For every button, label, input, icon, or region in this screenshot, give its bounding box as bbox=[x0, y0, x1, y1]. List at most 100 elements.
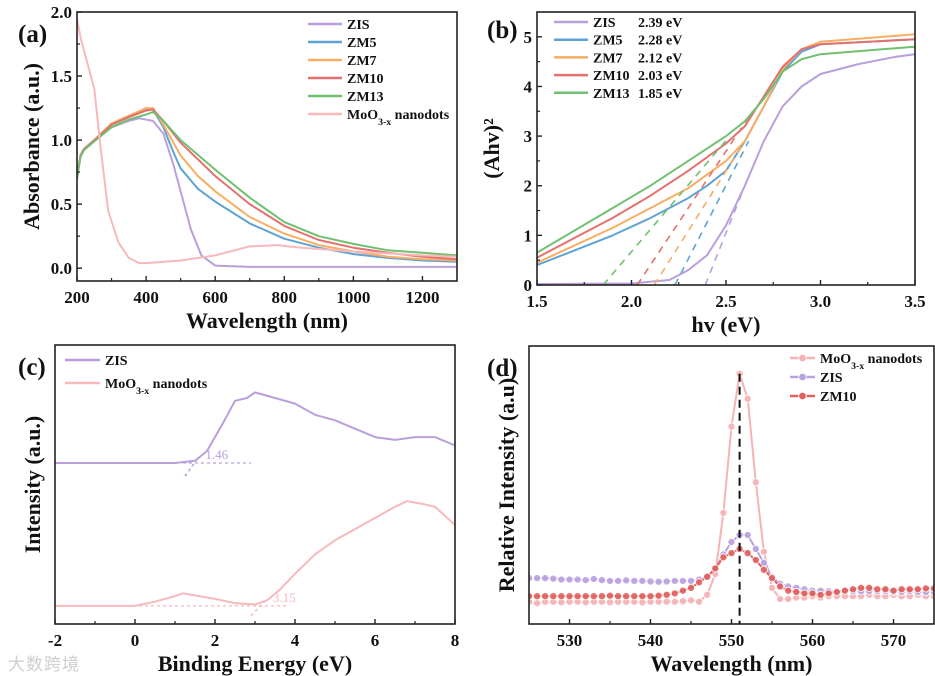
data-point bbox=[905, 585, 914, 594]
data-point bbox=[614, 592, 623, 601]
y-tick-label: 0.5 bbox=[51, 195, 72, 214]
plot-area bbox=[529, 369, 934, 624]
data-point bbox=[849, 585, 858, 594]
data-point bbox=[549, 592, 558, 601]
y-tick-label: 2.0 bbox=[51, 3, 72, 22]
x-tick-label: 1200 bbox=[405, 288, 439, 307]
tangent-line bbox=[636, 110, 754, 285]
y-tick-label: 3 bbox=[524, 127, 533, 146]
data-point bbox=[597, 592, 606, 601]
data-point bbox=[768, 583, 777, 592]
data-point bbox=[719, 508, 728, 517]
data-point bbox=[670, 597, 679, 606]
tangent-line bbox=[250, 598, 268, 617]
data-point bbox=[776, 582, 785, 591]
data-point bbox=[573, 575, 582, 584]
legend-label: ZIS bbox=[820, 371, 843, 386]
data-point bbox=[727, 537, 736, 546]
x-tick-label: 1.5 bbox=[526, 292, 547, 311]
x-tick-label: 3.5 bbox=[904, 292, 925, 311]
label-part: MoO bbox=[347, 108, 378, 123]
data-point bbox=[857, 583, 866, 592]
data-point bbox=[743, 549, 752, 558]
y-tick-label: 0 bbox=[524, 276, 533, 295]
series-line-0 bbox=[537, 53, 915, 285]
legend-marker bbox=[798, 372, 807, 382]
data-point bbox=[759, 565, 768, 574]
data-point bbox=[654, 577, 663, 586]
data-point bbox=[606, 598, 615, 607]
x-tick-label: 550 bbox=[719, 631, 745, 650]
x-tick-label: -2 bbox=[48, 631, 62, 650]
y-axis-title: Intensity (a.u.) bbox=[20, 416, 45, 554]
legend-label: ZM10 bbox=[820, 390, 857, 405]
label-part: MoO bbox=[105, 377, 136, 392]
data-point bbox=[622, 576, 631, 585]
chart-panel-c: 1.46 3.15 -2 0 2 4 6 8 Binding Energy (eV) Intens… bbox=[18, 344, 459, 676]
legend-bandgap: 2.28 eV bbox=[638, 34, 682, 49]
data-point bbox=[678, 586, 687, 595]
x-tick-label: 200 bbox=[64, 288, 90, 307]
y-tick-label: 4 bbox=[524, 77, 533, 96]
series-line-4 bbox=[537, 45, 915, 254]
data-point bbox=[913, 585, 922, 594]
x-tick-label: 600 bbox=[202, 288, 228, 307]
axes-frame bbox=[76, 11, 458, 282]
legend-marker bbox=[798, 391, 807, 401]
data-point bbox=[751, 478, 760, 487]
data-point bbox=[630, 592, 639, 601]
onset-label: 3.15 bbox=[273, 590, 296, 605]
legend-label: ZM13 bbox=[347, 90, 384, 105]
label-subscript: 3-x bbox=[378, 117, 391, 128]
data-point bbox=[687, 596, 696, 605]
data-point bbox=[662, 597, 671, 606]
series-line-3 bbox=[77, 108, 457, 261]
data-point bbox=[557, 575, 566, 584]
data-point bbox=[889, 586, 898, 595]
data-point bbox=[654, 591, 663, 600]
data-point bbox=[824, 589, 833, 598]
series-line-2 bbox=[77, 107, 457, 262]
legend-label: ZM5 bbox=[593, 34, 623, 49]
series-line-0 bbox=[55, 391, 455, 464]
axes-frame bbox=[528, 345, 935, 625]
legend-bandgap: 1.85 eV bbox=[638, 87, 682, 102]
data-point bbox=[662, 577, 671, 586]
x-axis-title: Binding Energy (eV) bbox=[158, 651, 352, 676]
x-tick-label: 2.5 bbox=[715, 292, 736, 311]
legend-label: ZIS bbox=[593, 16, 616, 31]
tangent-line bbox=[602, 135, 731, 285]
data-point bbox=[873, 585, 882, 594]
data-point bbox=[703, 572, 712, 581]
data-point bbox=[743, 394, 752, 403]
data-point bbox=[751, 544, 760, 553]
data-point bbox=[606, 576, 615, 585]
panel-label: (b) bbox=[487, 17, 518, 44]
data-point bbox=[565, 592, 574, 601]
legend-bandgap: 2.12 eV bbox=[638, 51, 682, 66]
tangent-line bbox=[704, 185, 746, 285]
x-tick-label: 540 bbox=[638, 631, 664, 650]
data-point bbox=[670, 576, 679, 585]
data-point bbox=[565, 575, 574, 584]
data-point bbox=[727, 422, 736, 431]
legend-bandgap: 2.03 eV bbox=[638, 69, 682, 84]
y-tick-label: 1 bbox=[524, 226, 533, 245]
data-point bbox=[581, 592, 590, 601]
data-point bbox=[630, 576, 639, 585]
data-point bbox=[751, 556, 760, 565]
x-tick-label: 2.0 bbox=[621, 292, 642, 311]
panel-label: (c) bbox=[18, 354, 46, 381]
legend-label: ZIS bbox=[347, 18, 370, 33]
y-tick-label: 2 bbox=[524, 177, 533, 196]
data-point bbox=[800, 589, 809, 598]
data-point bbox=[678, 597, 687, 606]
data-point bbox=[638, 592, 647, 601]
data-point bbox=[687, 576, 696, 585]
x-tick-label: 4 bbox=[291, 631, 300, 650]
legend-label: ZIS bbox=[105, 354, 128, 369]
tangent-line bbox=[674, 140, 750, 285]
plot-area bbox=[55, 391, 455, 617]
legend-label: ZM10 bbox=[347, 72, 384, 87]
chart-panel-b: 1.5 2.0 2.5 3.0 3.5 0 1 2 3 4 5 hv (eV) (Ahv)² (b) ZIS… bbox=[479, 11, 926, 337]
